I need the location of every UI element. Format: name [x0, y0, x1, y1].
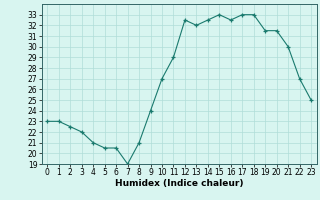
X-axis label: Humidex (Indice chaleur): Humidex (Indice chaleur) — [115, 179, 244, 188]
